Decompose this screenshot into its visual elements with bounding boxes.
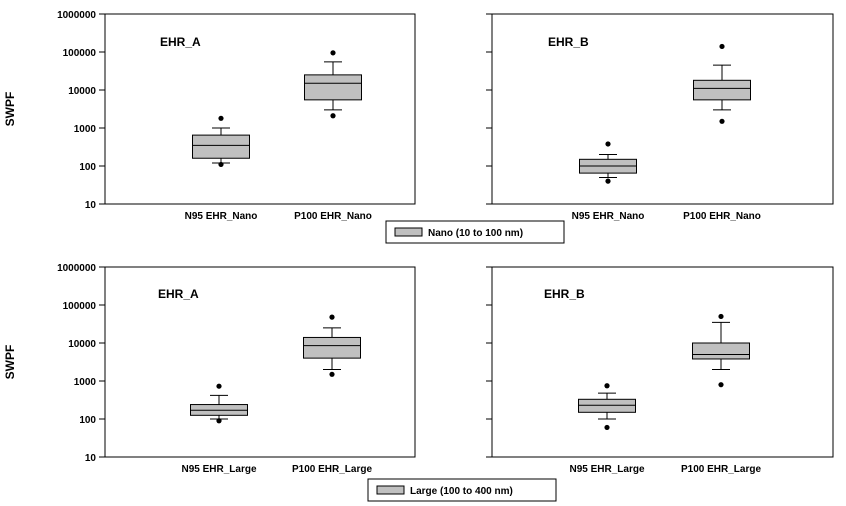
category-label: P100 EHR_Large (681, 464, 761, 475)
y-tick-label: 100 (79, 162, 96, 173)
legend-frame (367, 478, 557, 502)
box-iqr (304, 74, 362, 101)
outlier-point (216, 418, 222, 424)
plot-frame (491, 13, 834, 205)
outlier-point (605, 141, 611, 147)
outlier-point (330, 113, 336, 119)
boxplot-panel: 10 100 1000 10000 100000 1000000 SWPF EHR_A N95 … (3, 10, 416, 222)
category-label: N95 EHR_Large (181, 464, 256, 475)
outlier-point (719, 43, 725, 50)
legend: Large (100 to 400 nm) (367, 478, 557, 502)
box-iqr (578, 398, 636, 413)
box (303, 314, 361, 377)
boxplot-panel: EHR_B N95 EHR_Nano P100 EHR_Nano (486, 13, 834, 222)
y-tick-label: 10 (85, 453, 97, 464)
box (692, 313, 750, 388)
box-iqr (693, 79, 751, 101)
box-iqr (192, 134, 250, 159)
outlier-point (719, 118, 725, 124)
y-tick-label: 10000 (68, 339, 96, 350)
panel-title: EHR_B (548, 35, 589, 49)
legend-swatch (394, 227, 423, 237)
y-axis-label: SWPF (3, 92, 17, 127)
box (578, 383, 636, 431)
panel-title: EHR_A (160, 35, 201, 49)
plot-frame (491, 266, 834, 458)
box (190, 383, 248, 424)
y-tick-label: 1000000 (57, 263, 96, 274)
box (693, 43, 751, 124)
outlier-point (330, 50, 336, 56)
y-axis-label: SWPF (3, 345, 17, 380)
legend-label: Large (100 to 400 nm) (410, 486, 513, 497)
legend-frame (385, 220, 565, 244)
category-label: P100 EHR_Nano (683, 211, 761, 222)
boxplot-panel: 10 100 1000 10000 100000 1000000 SWPF EHR_A N95 … (3, 263, 416, 475)
box (579, 141, 637, 184)
category-label: P100 EHR_Nano (294, 211, 372, 222)
outlier-point (216, 383, 222, 389)
plot-frame (104, 266, 416, 458)
y-tick-label: 10 (85, 200, 97, 211)
outlier-point (605, 178, 611, 184)
outlier-point (604, 424, 610, 431)
y-tick-label: 100 (79, 415, 96, 426)
category-label: N95 EHR_Large (569, 464, 644, 475)
y-tick-label: 1000000 (57, 10, 96, 21)
category-label: P100 EHR_Large (292, 464, 372, 475)
panel-title: EHR_B (544, 287, 585, 301)
box (192, 115, 250, 168)
outlier-point (718, 313, 724, 320)
outlier-point (218, 115, 224, 121)
category-label: N95 EHR_Nano (572, 211, 645, 222)
outlier-point (329, 371, 335, 377)
box (304, 50, 362, 119)
y-tick-label: 1000 (74, 124, 97, 135)
box-iqr (692, 342, 750, 360)
y-tick-label: 100000 (63, 48, 97, 59)
outlier-point (718, 382, 724, 388)
legend-swatch (376, 485, 405, 495)
y-tick-label: 10000 (68, 86, 96, 97)
outlier-point (218, 161, 224, 168)
outlier-point (604, 383, 610, 389)
legend: Nano (10 to 100 nm) (385, 220, 565, 244)
outlier-point (329, 314, 335, 320)
y-tick-label: 100000 (63, 301, 97, 312)
panel-title: EHR_A (158, 287, 199, 301)
boxplot-panel: EHR_B N95 EHR_Large P100 EHR_Large (486, 266, 834, 475)
category-label: N95 EHR_Nano (185, 211, 258, 222)
legend-label: Nano (10 to 100 nm) (428, 228, 523, 239)
box-iqr (303, 336, 361, 359)
plot-frame (104, 13, 416, 205)
y-tick-label: 1000 (74, 377, 97, 388)
